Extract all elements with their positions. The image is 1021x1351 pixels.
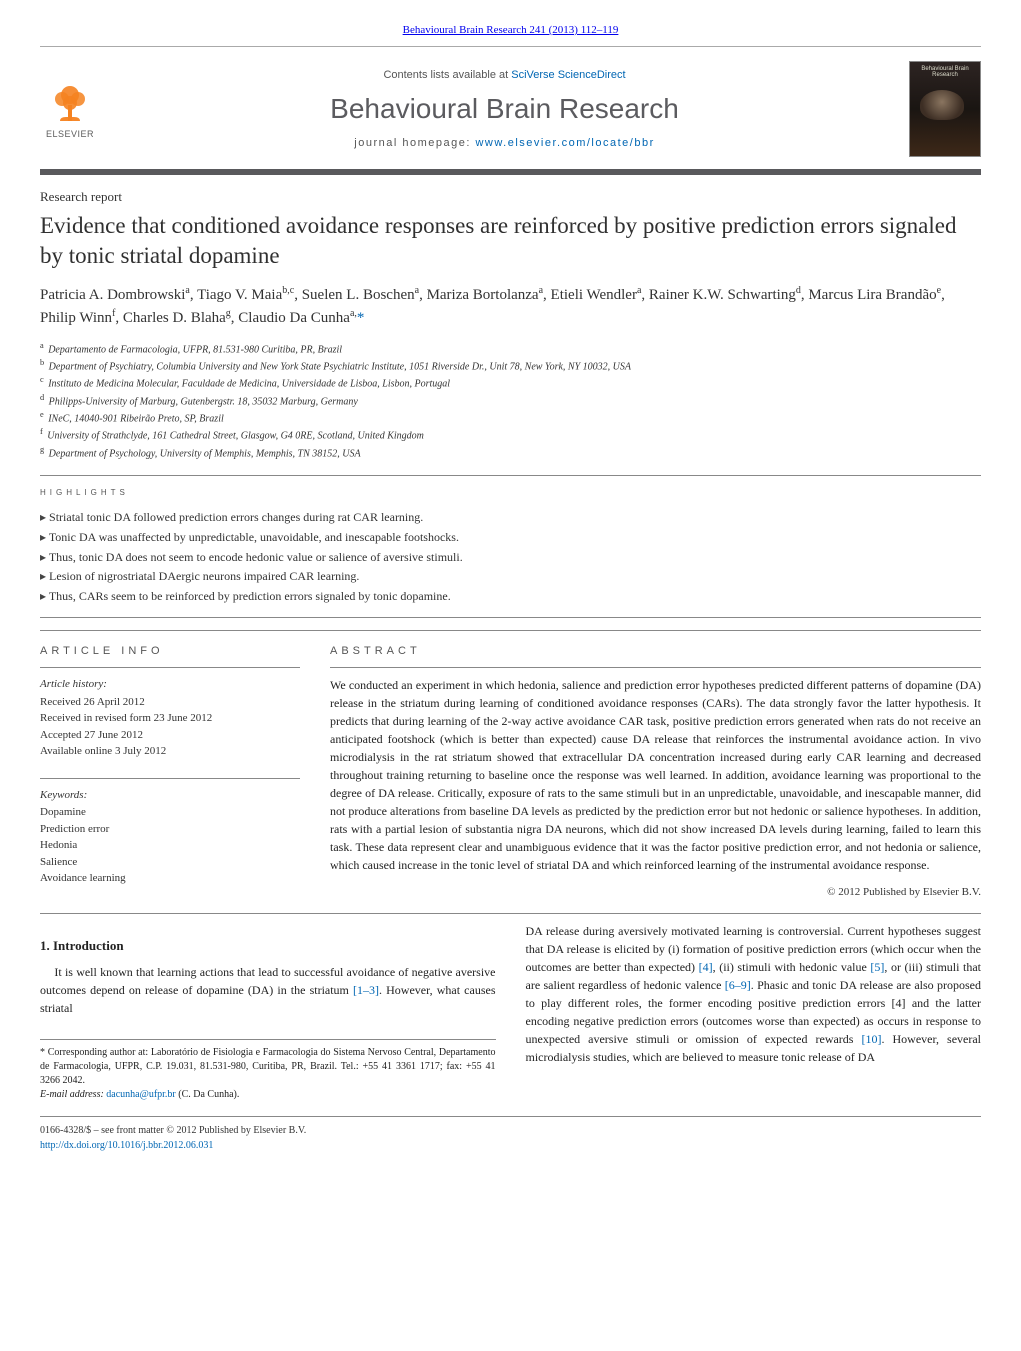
ref-link-4b[interactable]: [4] — [699, 960, 713, 974]
highlight-item: Striatal tonic DA followed prediction er… — [40, 508, 981, 528]
article-info-column: ARTICLE INFO Article history: Received 2… — [40, 645, 300, 905]
abstract-text: We conducted an experiment in which hedo… — [330, 676, 981, 874]
journal-ref-link[interactable]: Behavioural Brain Research 241 (2013) 11… — [403, 24, 619, 36]
ref-link-6-9[interactable]: [6–9] — [725, 978, 751, 992]
history-item: Received in revised form 23 June 2012 — [40, 710, 300, 727]
divider — [40, 475, 981, 476]
elsevier-logo[interactable]: ELSEVIER — [40, 74, 100, 144]
affiliation-item: a Departamento de Farmacologia, UFPR, 81… — [40, 340, 981, 357]
journal-cover-thumbnail[interactable]: Behavioural Brain Research — [909, 61, 981, 157]
article-history: Article history: Received 26 April 2012R… — [40, 676, 300, 760]
divider — [40, 667, 300, 668]
page-footer: 0166-4328/$ – see front matter © 2012 Pu… — [40, 1116, 981, 1153]
ref-link-10[interactable]: [10] — [862, 1032, 882, 1046]
article-info-heading: ARTICLE INFO — [40, 645, 300, 657]
highlights-list: Striatal tonic DA followed prediction er… — [40, 508, 981, 607]
sciencedirect-link[interactable]: SciVerse ScienceDirect — [511, 69, 625, 81]
publisher-logo-block: ELSEVIER — [40, 74, 100, 144]
elsevier-tree-icon — [46, 79, 94, 127]
history-item: Received 26 April 2012 — [40, 694, 300, 711]
affiliation-item: g Department of Psychology, University o… — [40, 444, 981, 461]
corresponding-author-footnote: * Corresponding author at: Laboratório d… — [40, 1039, 496, 1102]
keyword-item: Salience — [40, 854, 300, 871]
abstract-copyright: © 2012 Published by Elsevier B.V. — [330, 886, 981, 898]
email-link[interactable]: dacunha@ufpr.br — [106, 1089, 175, 1100]
homepage-line: journal homepage: www.elsevier.com/locat… — [114, 137, 895, 149]
ref-link-1-3[interactable]: [1–3] — [353, 983, 379, 997]
journal-reference: Behavioural Brain Research 241 (2013) 11… — [40, 24, 981, 36]
email-line: E-mail address: dacunha@ufpr.br (C. Da C… — [40, 1088, 496, 1102]
issn-line: 0166-4328/$ – see front matter © 2012 Pu… — [40, 1123, 981, 1138]
keyword-item: Avoidance learning — [40, 870, 300, 887]
affiliation-item: e INeC, 14040-901 Ribeirão Preto, SP, Br… — [40, 409, 981, 426]
homepage-prefix: journal homepage: — [354, 137, 475, 149]
affiliation-item: f University of Strathclyde, 161 Cathedr… — [40, 426, 981, 443]
keyword-item: Prediction error — [40, 821, 300, 838]
homepage-link[interactable]: www.elsevier.com/locate/bbr — [475, 137, 654, 149]
doi-link[interactable]: http://dx.doi.org/10.1016/j.bbr.2012.06.… — [40, 1140, 213, 1151]
highlight-item: Thus, tonic DA does not seem to encode h… — [40, 548, 981, 568]
history-item: Available online 3 July 2012 — [40, 743, 300, 760]
highlight-item: Lesion of nigrostriatal DAergic neurons … — [40, 567, 981, 587]
keyword-item: Dopamine — [40, 804, 300, 821]
contents-line: Contents lists available at SciVerse Sci… — [114, 69, 895, 81]
highlights-heading: HIGHLIGHTS — [40, 486, 981, 498]
journal-banner: ELSEVIER Contents lists available at Sci… — [40, 46, 981, 175]
affiliations-list: a Departamento de Farmacologia, UFPR, 81… — [40, 340, 981, 461]
contents-prefix: Contents lists available at — [383, 69, 511, 81]
divider — [330, 667, 981, 668]
affiliation-item: b Department of Psychiatry, Columbia Uni… — [40, 357, 981, 374]
article-title: Evidence that conditioned avoidance resp… — [40, 211, 981, 271]
divider — [40, 617, 981, 618]
affiliation-item: c Instituto de Medicina Molecular, Facul… — [40, 374, 981, 391]
abstract-column: ABSTRACT We conducted an experiment in w… — [330, 645, 981, 905]
intro-para-2: DA release during aversively motivated l… — [526, 922, 982, 1066]
affiliation-item: d Philipps-University of Marburg, Gutenb… — [40, 392, 981, 409]
banner-center: Contents lists available at SciVerse Sci… — [114, 69, 895, 149]
authors-list: Patricia A. Dombrowskia, Tiago V. Maiab,… — [40, 283, 981, 330]
history-label: Article history: — [40, 676, 300, 693]
keywords-label: Keywords: — [40, 787, 300, 804]
keywords-block: Keywords: DopaminePrediction errorHedoni… — [40, 787, 300, 887]
highlight-item: Thus, CARs seem to be reinforced by pred… — [40, 587, 981, 607]
body-two-column: 1. Introduction It is well known that le… — [40, 922, 981, 1103]
divider — [40, 913, 981, 914]
highlight-item: Tonic DA was unaffected by unpredictable… — [40, 528, 981, 548]
journal-title: Behavioural Brain Research — [114, 93, 895, 125]
email-label: E-mail address: — [40, 1089, 106, 1100]
ref-link-5[interactable]: [5] — [870, 960, 884, 974]
cover-label: Behavioural Brain Research — [910, 66, 980, 78]
publisher-name: ELSEVIER — [46, 129, 94, 139]
history-item: Accepted 27 June 2012 — [40, 727, 300, 744]
info-abstract-row: ARTICLE INFO Article history: Received 2… — [40, 630, 981, 905]
email-suffix: (C. Da Cunha). — [176, 1089, 240, 1100]
abstract-heading: ABSTRACT — [330, 645, 981, 657]
keyword-item: Hedonia — [40, 837, 300, 854]
corresponding-text: * Corresponding author at: Laboratório d… — [40, 1046, 496, 1088]
article-type: Research report — [40, 189, 981, 205]
intro-para-1: It is well known that learning actions t… — [40, 963, 496, 1017]
intro-heading: 1. Introduction — [40, 936, 496, 956]
divider — [40, 778, 300, 779]
